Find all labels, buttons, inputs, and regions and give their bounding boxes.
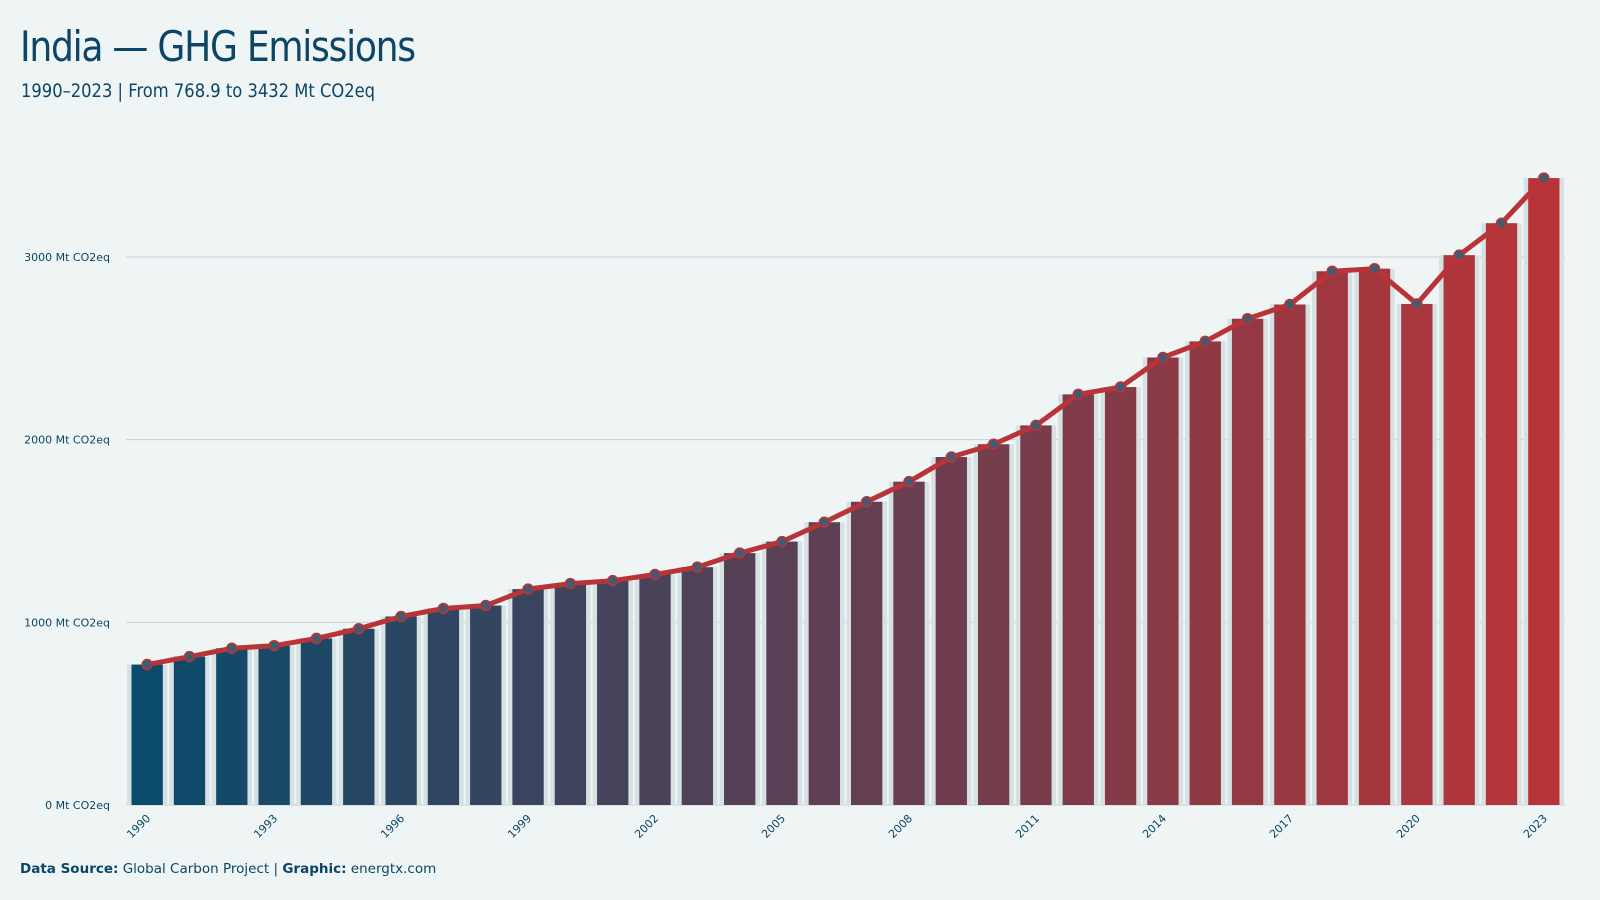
bar (1020, 425, 1052, 805)
x-tick-label: 2014 (1140, 812, 1169, 841)
data-point (437, 602, 450, 615)
data-point (945, 451, 958, 463)
x-tick-label: 1999 (505, 812, 534, 841)
x-tick-label: 2011 (1013, 812, 1042, 841)
data-point (1241, 312, 1254, 325)
data-point (1368, 262, 1381, 275)
bar (681, 567, 714, 805)
x-tick-label: 2008 (886, 812, 915, 841)
bar (724, 553, 756, 805)
data-point (1538, 172, 1550, 184)
data-point (649, 568, 661, 581)
graphic-label: Graphic: (282, 861, 347, 877)
bar (1104, 387, 1137, 805)
source-value: Global Carbon Project (122, 861, 270, 877)
bar (808, 522, 840, 805)
bar (893, 481, 925, 805)
data-point (1157, 351, 1169, 364)
x-tick-label: 1996 (378, 812, 407, 841)
bar (1062, 394, 1094, 805)
data-point (268, 639, 280, 652)
bar (1401, 303, 1433, 805)
x-tick-label: 2023 (1521, 812, 1550, 841)
y-tick-label: 1000 Mt CO2eq (24, 616, 110, 629)
data-point (1030, 419, 1042, 432)
data-point (395, 610, 407, 623)
data-point (310, 632, 323, 645)
footer-credits: Data Source: Global Carbon Project | Gra… (20, 861, 436, 877)
data-point (733, 547, 746, 559)
data-point (522, 583, 534, 595)
bar (512, 589, 544, 805)
bar (258, 645, 290, 805)
data-point (1411, 298, 1423, 310)
data-point (1453, 249, 1465, 261)
data-point (564, 577, 577, 590)
data-point (1284, 298, 1296, 311)
data-point (776, 535, 788, 548)
data-point (1495, 217, 1508, 229)
bar (131, 664, 163, 805)
data-point (860, 496, 873, 508)
data-point (1326, 265, 1338, 277)
bar (851, 501, 883, 805)
data-point (1072, 388, 1085, 401)
y-tick-label: 2000 Mt CO2eq (24, 434, 110, 447)
bar (977, 444, 1010, 805)
x-tick-label: 2002 (632, 812, 661, 841)
data-point (903, 475, 915, 488)
data-point (353, 622, 365, 635)
bar (1274, 304, 1306, 805)
bar (1443, 255, 1475, 805)
bar (1147, 357, 1179, 805)
bar (300, 638, 333, 805)
bar (1485, 223, 1518, 805)
data-point (606, 574, 619, 587)
x-tick-label: 2017 (1267, 812, 1296, 841)
data-point (1114, 381, 1127, 393)
graphic-value: energtx.com (350, 861, 437, 877)
data-point (818, 516, 831, 528)
bar (1358, 268, 1391, 805)
bar (343, 628, 375, 805)
bar (1316, 271, 1348, 805)
data-point (183, 650, 196, 663)
bar (470, 605, 502, 805)
bar (173, 656, 206, 805)
series-line (144, 175, 1547, 668)
footer-separator: | (273, 861, 279, 877)
bar (766, 541, 798, 805)
data-point (1199, 335, 1211, 348)
source-label: Data Source: (20, 861, 119, 877)
chart-subtitle: 1990–2023 | From 768.9 to 3432 Mt CO2eq (21, 80, 376, 102)
bar (639, 574, 671, 805)
y-tick-label: 0 Mt CO2eq (45, 799, 110, 812)
bar (935, 457, 967, 805)
data-point (691, 561, 704, 573)
y-tick-label: 3000 Mt CO2eq (24, 251, 110, 264)
bar (427, 608, 460, 805)
x-tick-label: 1993 (251, 812, 280, 841)
bar (1528, 178, 1560, 805)
bar (1231, 318, 1264, 805)
data-point (226, 642, 238, 655)
bar (597, 580, 629, 805)
bar (1189, 341, 1221, 805)
x-tick-label: 2020 (1394, 812, 1423, 841)
data-point (480, 599, 492, 612)
data-point (987, 438, 1000, 450)
bar (216, 648, 248, 805)
bar (554, 583, 587, 805)
chart-title: India — GHG Emissions (20, 22, 416, 71)
data-point (141, 658, 153, 671)
bar (385, 616, 417, 805)
x-tick-label: 1990 (124, 812, 153, 841)
x-tick-label: 2005 (759, 812, 788, 841)
